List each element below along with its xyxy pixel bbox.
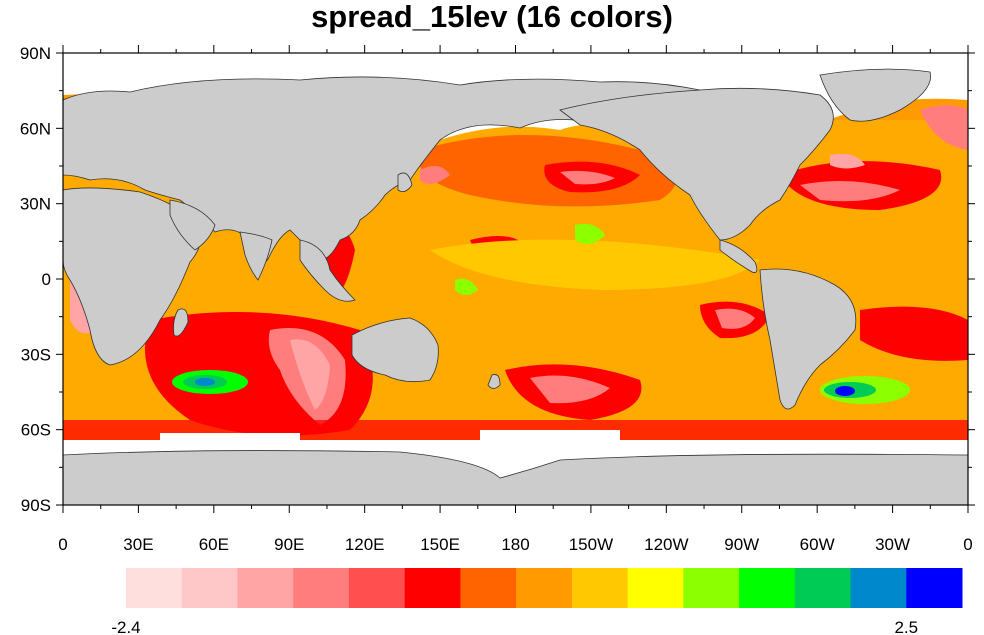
field-patch <box>195 378 215 386</box>
landmass-australia <box>351 317 439 383</box>
lon-tick-label: 120W <box>644 535 688 554</box>
lon-tick-label: 30E <box>123 535 153 554</box>
lon-tick-label: 120E <box>345 535 385 554</box>
colorbar-swatch <box>850 568 907 608</box>
lat-tick-label: 30S <box>21 345 51 364</box>
lon-tick-label: 60E <box>199 535 229 554</box>
field-patch <box>835 386 855 396</box>
landmass-se-asia <box>299 239 356 302</box>
colorbar: -2.4 2.5 <box>111 568 963 635</box>
field-patch <box>800 181 900 202</box>
landmass-madagascar <box>173 308 189 337</box>
colorbar-swatch <box>516 568 573 608</box>
colorbar-swatch <box>627 568 684 608</box>
land-masses <box>63 68 968 505</box>
landmass-india <box>239 231 273 281</box>
landmass-africa <box>63 187 202 366</box>
lat-tick-label: 60N <box>20 119 51 138</box>
field-patch <box>430 239 760 290</box>
chart-title: spread_15lev (16 colors) <box>311 0 673 34</box>
colorbar-swatch <box>126 568 183 608</box>
field-patch <box>830 153 865 169</box>
lat-tick-label: 30N <box>20 195 51 214</box>
colorbar-swatch <box>237 568 294 608</box>
map-axes: 90N 60N 30N 0 30S 60S 90S 0 30E 60E 90E 120E 150E 180… <box>20 44 975 554</box>
lon-tick-label: 150E <box>420 535 460 554</box>
colorbar-swatch <box>571 568 629 608</box>
colorbar-swatch <box>404 568 461 608</box>
field-patch <box>920 105 968 150</box>
lon-tick-label: 0 <box>58 535 67 554</box>
lon-tick-label: 180 <box>501 535 529 554</box>
field-patch <box>575 223 605 244</box>
lon-tick-label: 150W <box>569 535 613 554</box>
colorbar-swatch <box>460 568 517 608</box>
field-patch <box>715 308 755 329</box>
landmass-antarctica <box>63 450 968 505</box>
landmass-arabia <box>169 199 216 251</box>
colorbar-swatch <box>293 568 350 608</box>
field-patch <box>560 170 615 185</box>
field-patch <box>455 278 478 295</box>
lon-tick-label: 0 <box>963 535 972 554</box>
colorbar-swatch <box>683 568 740 608</box>
lat-tick-label: 60S <box>21 421 51 440</box>
colorbar-min-label: -2.4 <box>111 618 140 635</box>
colorbar-swatch <box>739 568 796 608</box>
landmass-central-america <box>719 239 758 273</box>
colorbar-max-label: 2.5 <box>894 618 918 635</box>
landmass-new-zealand <box>487 374 501 389</box>
colorbar-swatch <box>794 568 852 608</box>
field-patch <box>290 339 330 410</box>
lat-tick-label: 0 <box>42 270 51 289</box>
field-patch <box>860 306 968 361</box>
lat-tick-label: 90S <box>21 496 51 515</box>
lon-tick-label: 90E <box>274 535 304 554</box>
landmass-japan <box>397 172 413 193</box>
landmass-greenland <box>819 68 932 122</box>
lon-tick-label: 60W <box>800 535 835 554</box>
field-patch <box>530 375 610 404</box>
lat-tick-label: 90N <box>20 44 51 63</box>
colorbar-swatch <box>181 568 238 608</box>
landmass-north-america <box>559 87 834 241</box>
colorbar-swatch <box>348 568 406 608</box>
field-patch <box>420 166 450 184</box>
lon-tick-label: 90W <box>724 535 759 554</box>
colorbar-swatch <box>906 568 963 608</box>
lon-tick-label: 30W <box>875 535 910 554</box>
landmass-south-america <box>759 268 857 410</box>
